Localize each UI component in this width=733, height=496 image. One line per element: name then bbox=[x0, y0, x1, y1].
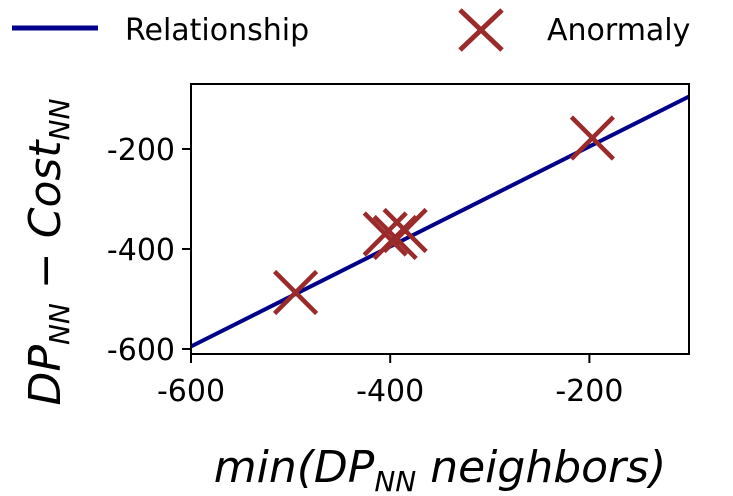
y-label-minus: − bbox=[20, 238, 71, 303]
y-label-b-sub: NN bbox=[43, 99, 76, 141]
x-tick-label: -200 bbox=[555, 374, 623, 409]
y-tick-label: -600 bbox=[107, 333, 175, 368]
x-tick-label: -400 bbox=[356, 374, 424, 409]
x-label-main: DP bbox=[314, 442, 375, 493]
legend-label-anormaly: Anormaly bbox=[547, 13, 690, 48]
y-tick-label: -400 bbox=[107, 233, 175, 268]
anomaly-point bbox=[272, 269, 319, 316]
y-label-a-sub: NN bbox=[43, 303, 76, 345]
y-axis-label: DPNN − CostNN bbox=[20, 99, 76, 406]
legend-x-marker bbox=[458, 8, 504, 52]
y-label-a: DP bbox=[20, 345, 71, 406]
x-label-sub: NN bbox=[374, 465, 416, 496]
y-tick-label: -200 bbox=[107, 133, 175, 168]
legend: Relationship Anormaly bbox=[12, 8, 690, 52]
series-points-anormaly bbox=[272, 115, 615, 316]
plot-area: -600 -400 -200 -600 -400 -200 bbox=[107, 83, 690, 409]
x-tick-label: -600 bbox=[157, 374, 225, 409]
legend-label-relationship: Relationship bbox=[125, 13, 309, 48]
y-label-b: Cost bbox=[20, 139, 71, 239]
x-label-prefix: min( bbox=[214, 442, 316, 493]
series-line-relationship bbox=[191, 94, 689, 349]
anomaly-point bbox=[382, 207, 428, 254]
anomaly-point bbox=[362, 211, 408, 257]
x-axis-label: min(DPNN neighbors) bbox=[214, 442, 666, 496]
anomaly-point bbox=[569, 115, 615, 161]
series-group bbox=[191, 94, 689, 349]
plot-frame bbox=[190, 83, 690, 355]
x-label-suffix: neighbors) bbox=[416, 442, 666, 493]
